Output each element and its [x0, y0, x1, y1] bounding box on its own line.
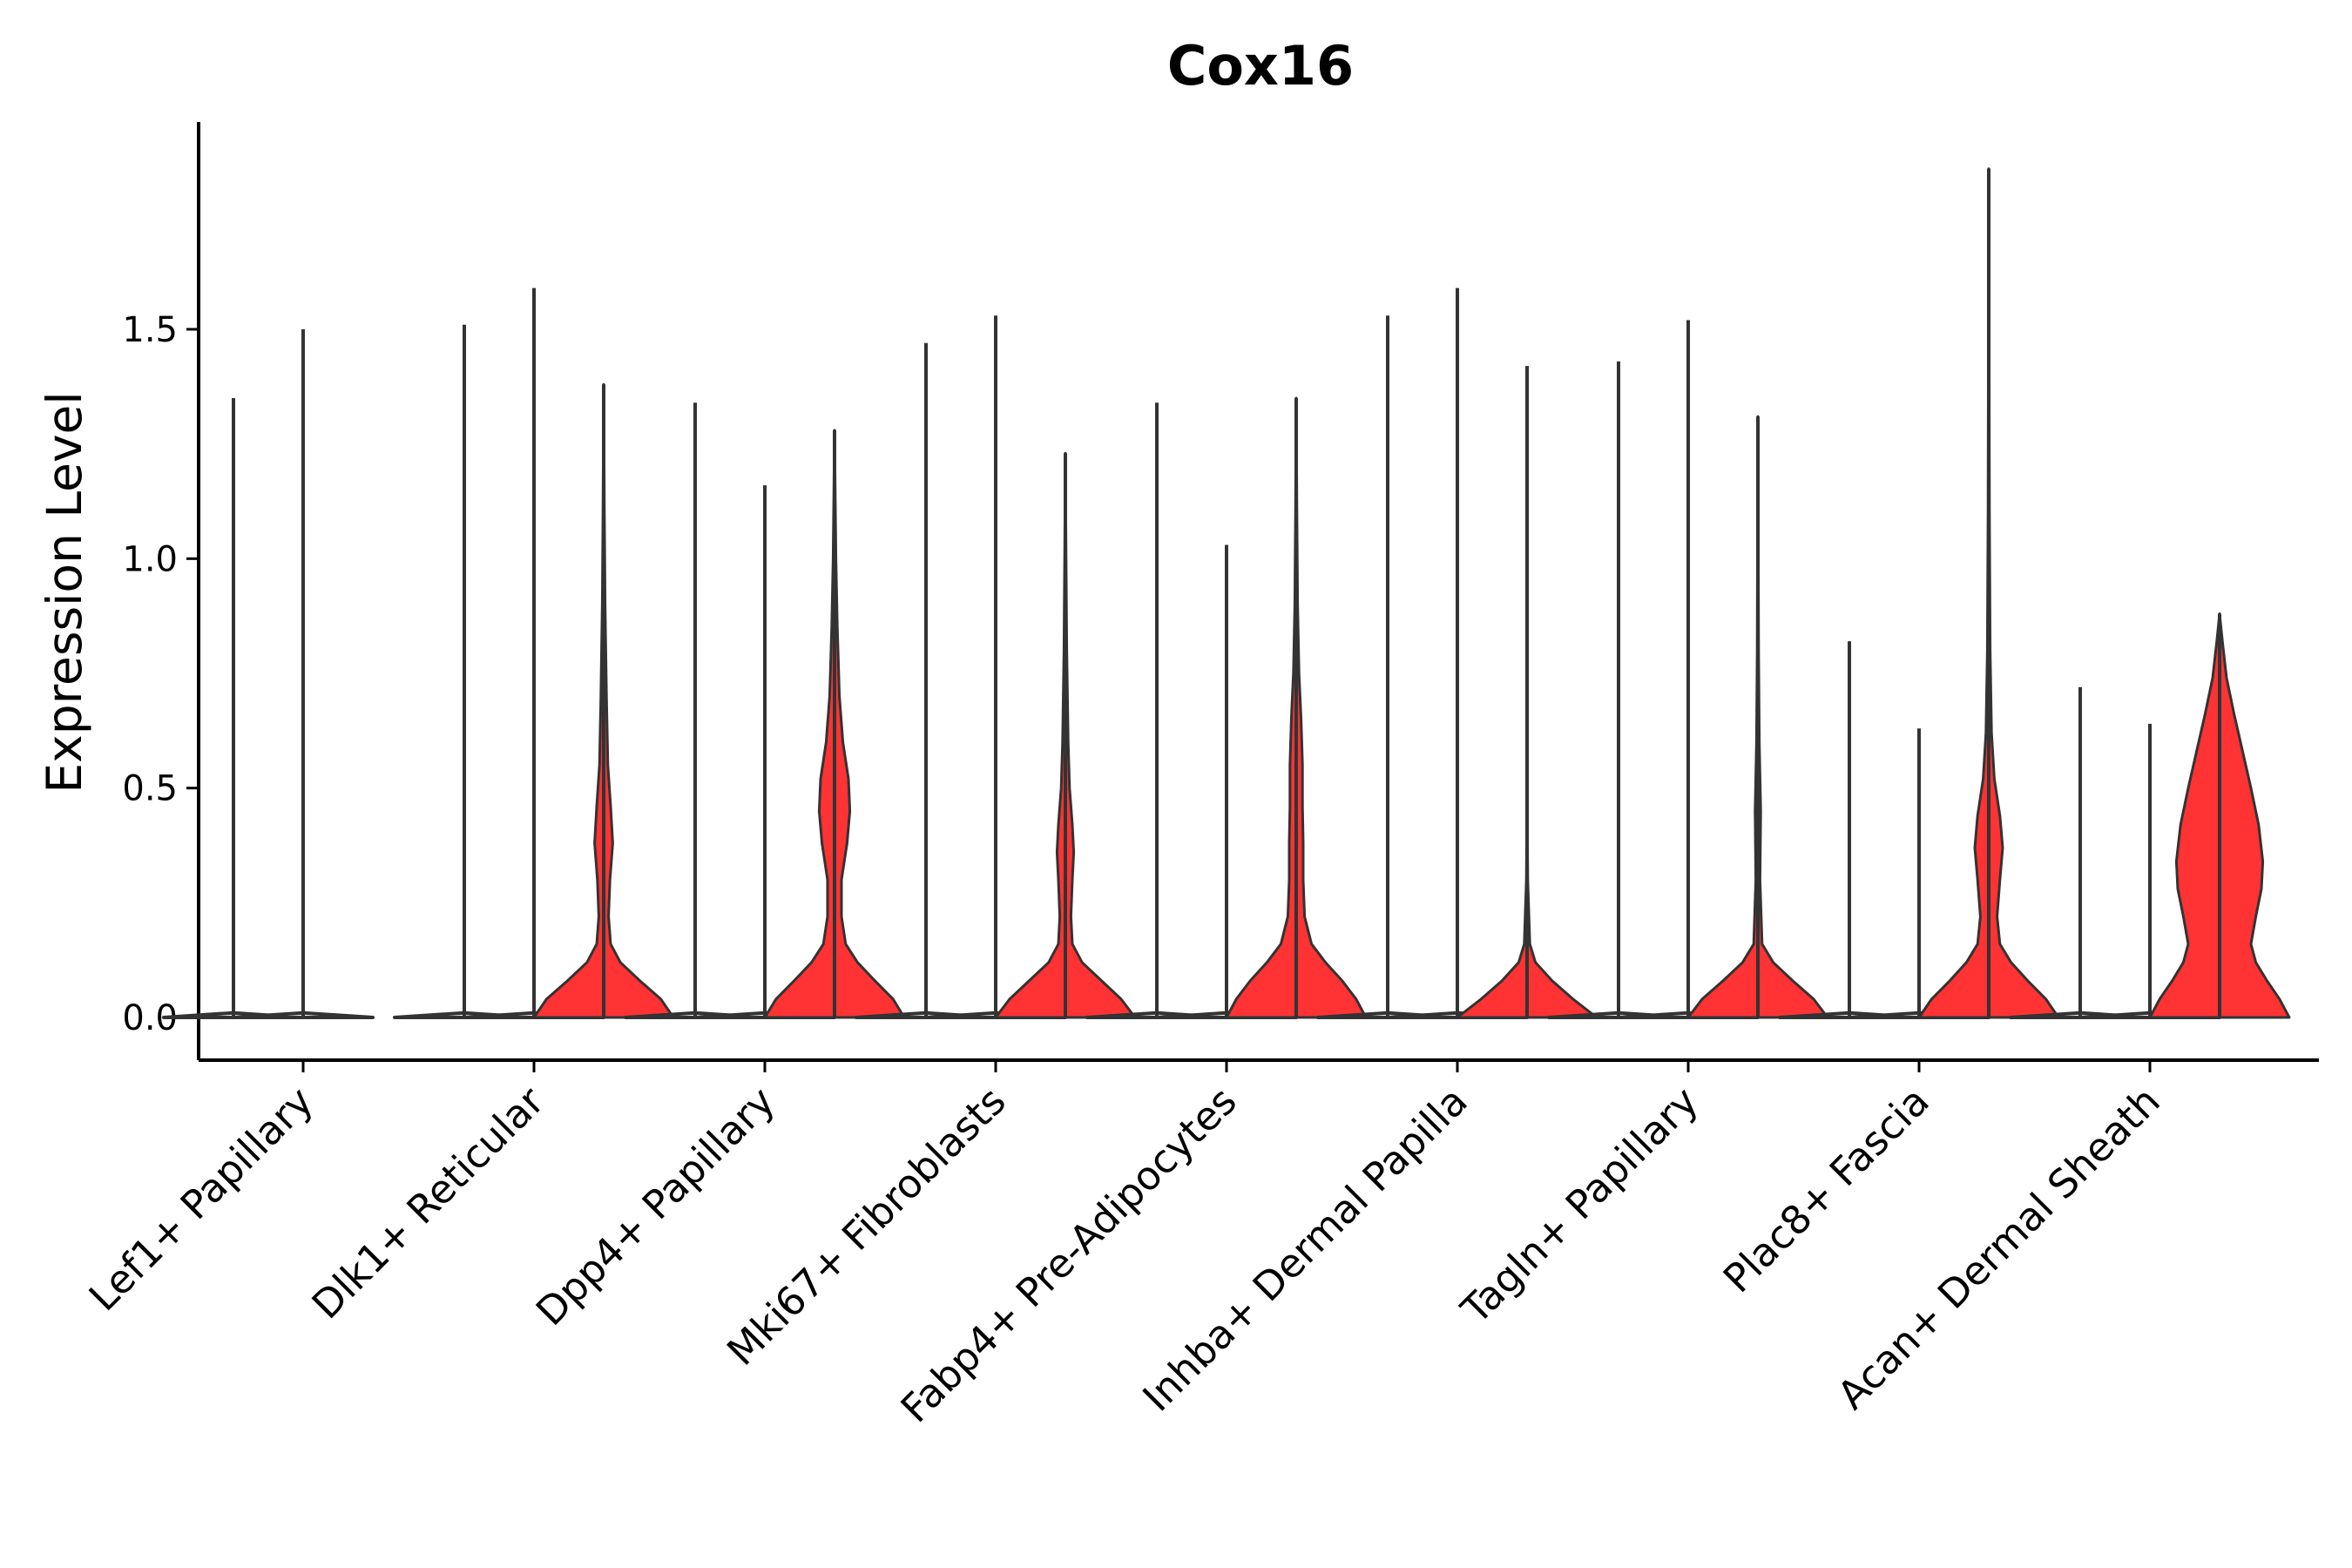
x-tick-label: Tagln+ Papillary	[1452, 1078, 1707, 1333]
violins	[162, 167, 2291, 1019]
x-tick-label: Dpp4+ Papillary	[527, 1078, 784, 1335]
y-axis: 0.00.51.01.5	[122, 122, 200, 1060]
y-axis-label: Expression Level	[37, 391, 92, 793]
y-tick-label: 1.5	[122, 310, 178, 350]
y-tick-label: 0.5	[122, 769, 178, 809]
x-tick-label: Lef1+ Papillary	[80, 1078, 322, 1320]
chart-title: Cox16	[1167, 34, 1354, 98]
x-tick-label: Dlk1+ Reticular	[303, 1078, 553, 1328]
x-tick-label: Plac8+ Fascia	[1714, 1078, 1938, 1301]
y-tick-label: 1.0	[122, 539, 178, 579]
